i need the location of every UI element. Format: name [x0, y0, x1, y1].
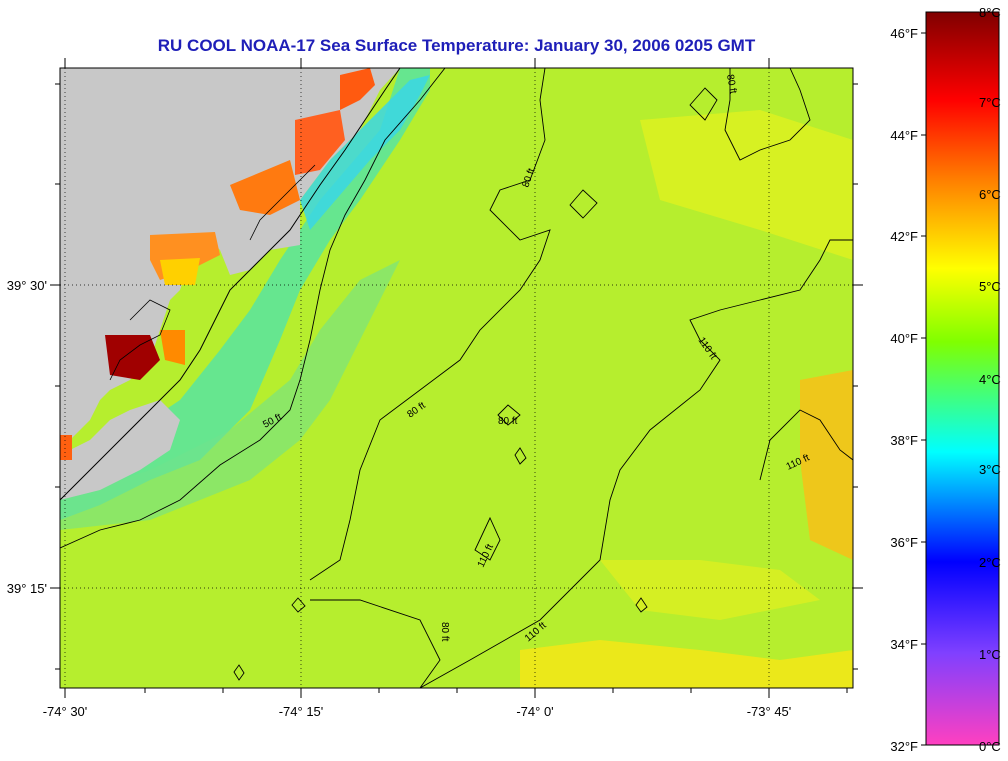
celsius-label: 1°C	[979, 647, 1001, 662]
offshore-warm-patch	[640, 110, 853, 260]
celsius-label: 5°C	[979, 279, 1001, 294]
warm-coast-8	[60, 435, 72, 460]
cold-band-cyan	[300, 75, 430, 230]
contour-closed-5	[291, 597, 306, 613]
contour-closed-4	[514, 447, 527, 465]
lon-label: -74° 0'	[516, 704, 553, 719]
lon-label: -73° 45'	[747, 704, 792, 719]
fahrenheit-label: 44°F	[890, 128, 918, 143]
contour-80ft-south	[310, 599, 441, 688]
fahrenheit-label: 38°F	[890, 433, 918, 448]
warm-coast-7	[160, 330, 185, 365]
fahrenheit-label: 42°F	[890, 229, 918, 244]
lat-label: 39° 15'	[7, 581, 47, 596]
celsius-label: 2°C	[979, 555, 1001, 570]
inlet-outline	[109, 299, 171, 381]
warm-coast-6	[105, 335, 160, 380]
contour-closed-1	[474, 516, 501, 561]
warm-coast-3	[230, 160, 300, 215]
contour-closed-2	[689, 87, 718, 121]
land-mass-south	[60, 400, 180, 500]
warm-coast-1	[340, 68, 375, 110]
fahrenheit-label: 36°F	[890, 535, 918, 550]
contour-110ft-east	[759, 409, 853, 481]
lon-label: -74° 15'	[279, 704, 324, 719]
celsius-label: 7°C	[979, 95, 1001, 110]
contour-closed-3	[569, 189, 598, 219]
fahrenheit-label: 34°F	[890, 637, 918, 652]
contour-label: 80 ft	[724, 74, 738, 95]
barrier-island	[249, 164, 316, 241]
lon-label: -74° 30'	[43, 704, 88, 719]
coastline	[60, 68, 401, 501]
celsius-label: 0°C	[979, 739, 1001, 754]
celsius-label: 8°C	[979, 5, 1001, 20]
offshore-yellow-patch	[600, 560, 820, 620]
lat-label: 39° 30'	[7, 278, 47, 293]
contour-label: 80 ft	[498, 416, 518, 427]
south-warm-patch	[520, 640, 853, 688]
celsius-label: 6°C	[979, 187, 1001, 202]
mid-shelf-patch	[60, 260, 400, 530]
contour-closed-7	[233, 664, 245, 681]
warm-coast-2	[295, 110, 345, 175]
celsius-label: 4°C	[979, 372, 1001, 387]
warm-coast-5	[160, 258, 200, 285]
map-title: RU COOL NOAA-17 Sea Surface Temperature:…	[157, 36, 756, 55]
contour-label: 80 ft	[439, 622, 450, 642]
fahrenheit-label: 32°F	[890, 739, 918, 754]
color-scale-ticks	[921, 32, 926, 746]
contour-closed-6	[635, 597, 648, 613]
fahrenheit-label: 46°F	[890, 26, 918, 41]
contour-80ft	[309, 68, 551, 581]
contour-110ft	[419, 239, 853, 688]
contour-80ft-ne	[724, 68, 811, 161]
celsius-label: 3°C	[979, 462, 1001, 477]
color-scale-bar	[925, 11, 1000, 746]
east-warm-patch	[800, 370, 853, 560]
contour-closed-8	[497, 404, 521, 426]
contour-50ft	[60, 68, 446, 549]
graticule	[60, 68, 853, 688]
fahrenheit-label: 40°F	[890, 331, 918, 346]
tick-marks	[50, 58, 863, 698]
